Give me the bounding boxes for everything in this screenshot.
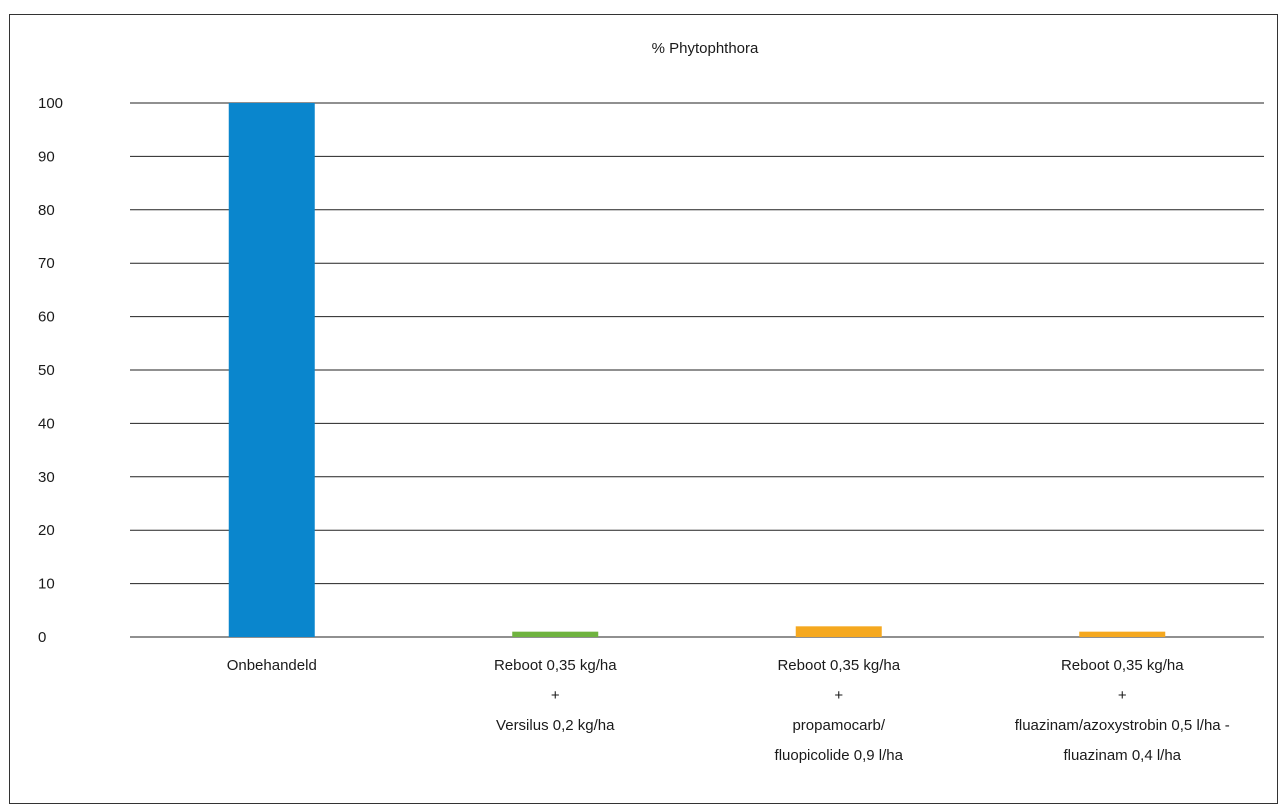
x-axis-category-labels: Onbehandeld Reboot 0,35 kg/ha + Versilus 0,… <box>227 657 1230 764</box>
y-tick-label-0: 0 <box>38 629 46 646</box>
y-tick-label-80: 80 <box>38 202 55 219</box>
y-tick-label-70: 70 <box>38 255 55 272</box>
category-label-0: Onbehandeld <box>227 657 317 674</box>
bar-3 <box>1079 631 1166 637</box>
chart-title: % Phytophthora <box>652 40 759 57</box>
category-label-3: Reboot 0,35 kg/ha + fluazinam/azoxystrobin… <box>1015 657 1230 764</box>
category-label-1-line-2: Versilus 0,2 kg/ha <box>496 717 615 734</box>
bar-0 <box>228 103 315 637</box>
category-label-1: Reboot 0,35 kg/ha + Versilus 0,2 kg/ha <box>494 657 617 734</box>
category-label-3-line-2: fluazinam/azoxystrobin 0,5 l/ha - <box>1015 717 1230 734</box>
category-label-3-line-0: Reboot 0,35 kg/ha <box>1061 657 1184 674</box>
category-label-2: Reboot 0,35 kg/ha + propamocarb/fluopicoli… <box>775 657 904 764</box>
category-label-3-line-1: + <box>1118 687 1127 704</box>
y-tick-label-40: 40 <box>38 415 55 432</box>
category-label-2-line-1: + <box>834 687 843 704</box>
y-tick-label-20: 20 <box>38 522 55 539</box>
y-tick-label-100: 100 <box>38 95 63 112</box>
category-label-1-line-0: Reboot 0,35 kg/ha <box>494 657 617 674</box>
bar-1 <box>512 631 599 637</box>
y-axis-tick-labels: 0 10 20 30 40 50 60 70 80 90 100 <box>38 95 63 646</box>
y-tick-label-10: 10 <box>38 576 55 593</box>
category-label-2-line-0: Reboot 0,35 kg/ha <box>777 657 900 674</box>
category-label-2-line-3: fluopicolide 0,9 l/ha <box>775 747 904 764</box>
category-label-1-line-1: + <box>551 687 560 704</box>
category-label-2-line-2: propamocarb/ <box>792 717 885 734</box>
category-label-3-line-3: fluazinam 0,4 l/ha <box>1063 747 1181 764</box>
y-tick-label-50: 50 <box>38 362 55 379</box>
chart-frame <box>9 14 1278 804</box>
category-label-0-line-0: Onbehandeld <box>227 657 317 674</box>
bar-2 <box>795 626 882 637</box>
y-tick-label-30: 30 <box>38 469 55 486</box>
grid-lines <box>130 102 1264 638</box>
y-tick-label-90: 90 <box>38 148 55 165</box>
bars <box>228 103 1166 637</box>
y-tick-label-60: 60 <box>38 309 55 326</box>
